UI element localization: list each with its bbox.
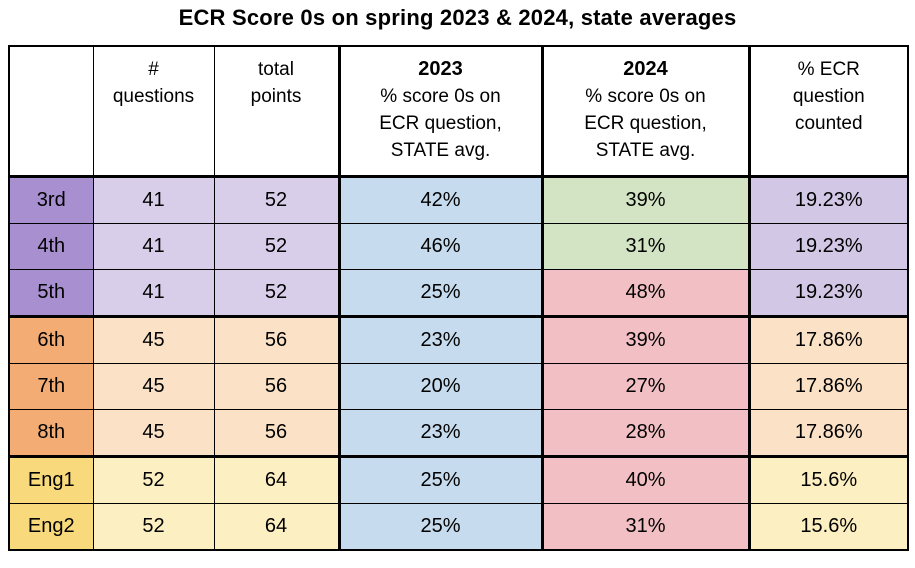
row-header-grade: 3rd xyxy=(8,176,94,224)
table-row-3rd: 3rd 41 52 42% 39% 19.23% xyxy=(8,176,909,224)
row-header-grade: Eng1 xyxy=(8,455,94,504)
cell-points: 56 xyxy=(213,409,340,457)
cell-questions: 52 xyxy=(92,503,215,551)
cell-ecr-pct: 19.23% xyxy=(747,269,909,317)
cell-2024-pct: 40% xyxy=(540,455,750,504)
column-label: # questions xyxy=(112,59,195,107)
cell-2023-pct: 42% xyxy=(337,176,543,224)
column-header-questions: # questions xyxy=(92,45,215,178)
column-year-2024: 2024 xyxy=(623,58,668,80)
column-label: % score 0s on ECR question, STATE avg. xyxy=(379,86,502,161)
row-header-grade: 5th xyxy=(8,269,94,317)
row-header-grade: 6th xyxy=(8,315,94,364)
table-row-eng2: Eng2 52 64 25% 31% 15.6% xyxy=(8,503,909,551)
cell-2023-pct: 46% xyxy=(337,223,543,270)
row-header-grade: 4th xyxy=(8,223,94,270)
column-label: % ECR question counted xyxy=(792,59,865,134)
cell-points: 64 xyxy=(213,503,340,551)
cell-questions: 41 xyxy=(92,176,215,224)
cell-questions: 45 xyxy=(92,409,215,457)
table-row-eng1: Eng1 52 64 25% 40% 15.6% xyxy=(8,455,909,504)
cell-ecr-pct: 17.86% xyxy=(747,409,909,457)
cell-points: 52 xyxy=(213,223,340,270)
cell-2023-pct: 25% xyxy=(337,269,543,317)
cell-questions: 45 xyxy=(92,363,215,410)
cell-2023-pct: 23% xyxy=(337,315,543,364)
row-header-grade: Eng2 xyxy=(8,503,94,551)
cell-points: 52 xyxy=(213,176,340,224)
table-header: # questions total points 2023 % score 0s… xyxy=(8,45,909,178)
table-row-4th: 4th 41 52 46% 31% 19.23% xyxy=(8,223,909,270)
cell-2024-pct: 31% xyxy=(540,223,750,270)
cell-points: 64 xyxy=(213,455,340,504)
row-header-grade: 8th xyxy=(8,409,94,457)
table-row-6th: 6th 45 56 23% 39% 17.86% xyxy=(8,315,909,364)
cell-2023-pct: 25% xyxy=(337,503,543,551)
column-year-2023: 2023 xyxy=(418,58,463,80)
cell-2024-pct: 31% xyxy=(540,503,750,551)
cell-2024-pct: 39% xyxy=(540,176,750,224)
cell-ecr-pct: 15.6% xyxy=(747,503,909,551)
cell-ecr-pct: 19.23% xyxy=(747,176,909,224)
cell-2024-pct: 48% xyxy=(540,269,750,317)
page-title: ECR Score 0s on spring 2023 & 2024, stat… xyxy=(178,5,737,30)
cell-points: 56 xyxy=(213,315,340,364)
cell-questions: 41 xyxy=(92,223,215,270)
table-row-8th: 8th 45 56 23% 28% 17.86% xyxy=(8,409,909,457)
table-body: 3rd 41 52 42% 39% 19.23% 4th 41 52 46% 3… xyxy=(8,176,909,551)
cell-2024-pct: 28% xyxy=(540,409,750,457)
column-label: % score 0s on ECR question, STATE avg. xyxy=(584,86,707,161)
cell-points: 52 xyxy=(213,269,340,317)
cell-ecr-pct: 15.6% xyxy=(747,455,909,504)
cell-2023-pct: 20% xyxy=(337,363,543,410)
cell-questions: 41 xyxy=(92,269,215,317)
cell-ecr-pct: 17.86% xyxy=(747,363,909,410)
column-header-points: total points xyxy=(213,45,340,178)
column-header-blank xyxy=(8,45,94,178)
cell-ecr-pct: 19.23% xyxy=(747,223,909,270)
cell-2024-pct: 27% xyxy=(540,363,750,410)
table-row-7th: 7th 45 56 20% 27% 17.86% xyxy=(8,363,909,410)
cell-2024-pct: 39% xyxy=(540,315,750,364)
header-row: # questions total points 2023 % score 0s… xyxy=(8,45,909,178)
cell-2023-pct: 25% xyxy=(337,455,543,504)
cell-questions: 52 xyxy=(92,455,215,504)
column-header-2024: 2024 % score 0s on ECR question, STATE a… xyxy=(540,45,750,178)
column-header-2023: 2023 % score 0s on ECR question, STATE a… xyxy=(337,45,543,178)
row-header-grade: 7th xyxy=(8,363,94,410)
table-row-5th: 5th 41 52 25% 48% 19.23% xyxy=(8,269,909,317)
cell-questions: 45 xyxy=(92,315,215,364)
column-header-ecr-counted: % ECR question counted xyxy=(747,45,909,178)
cell-points: 56 xyxy=(213,363,340,410)
cell-2023-pct: 23% xyxy=(337,409,543,457)
column-label: total points xyxy=(250,59,302,107)
ecr-score-table: # questions total points 2023 % score 0s… xyxy=(8,45,909,551)
cell-ecr-pct: 17.86% xyxy=(747,315,909,364)
